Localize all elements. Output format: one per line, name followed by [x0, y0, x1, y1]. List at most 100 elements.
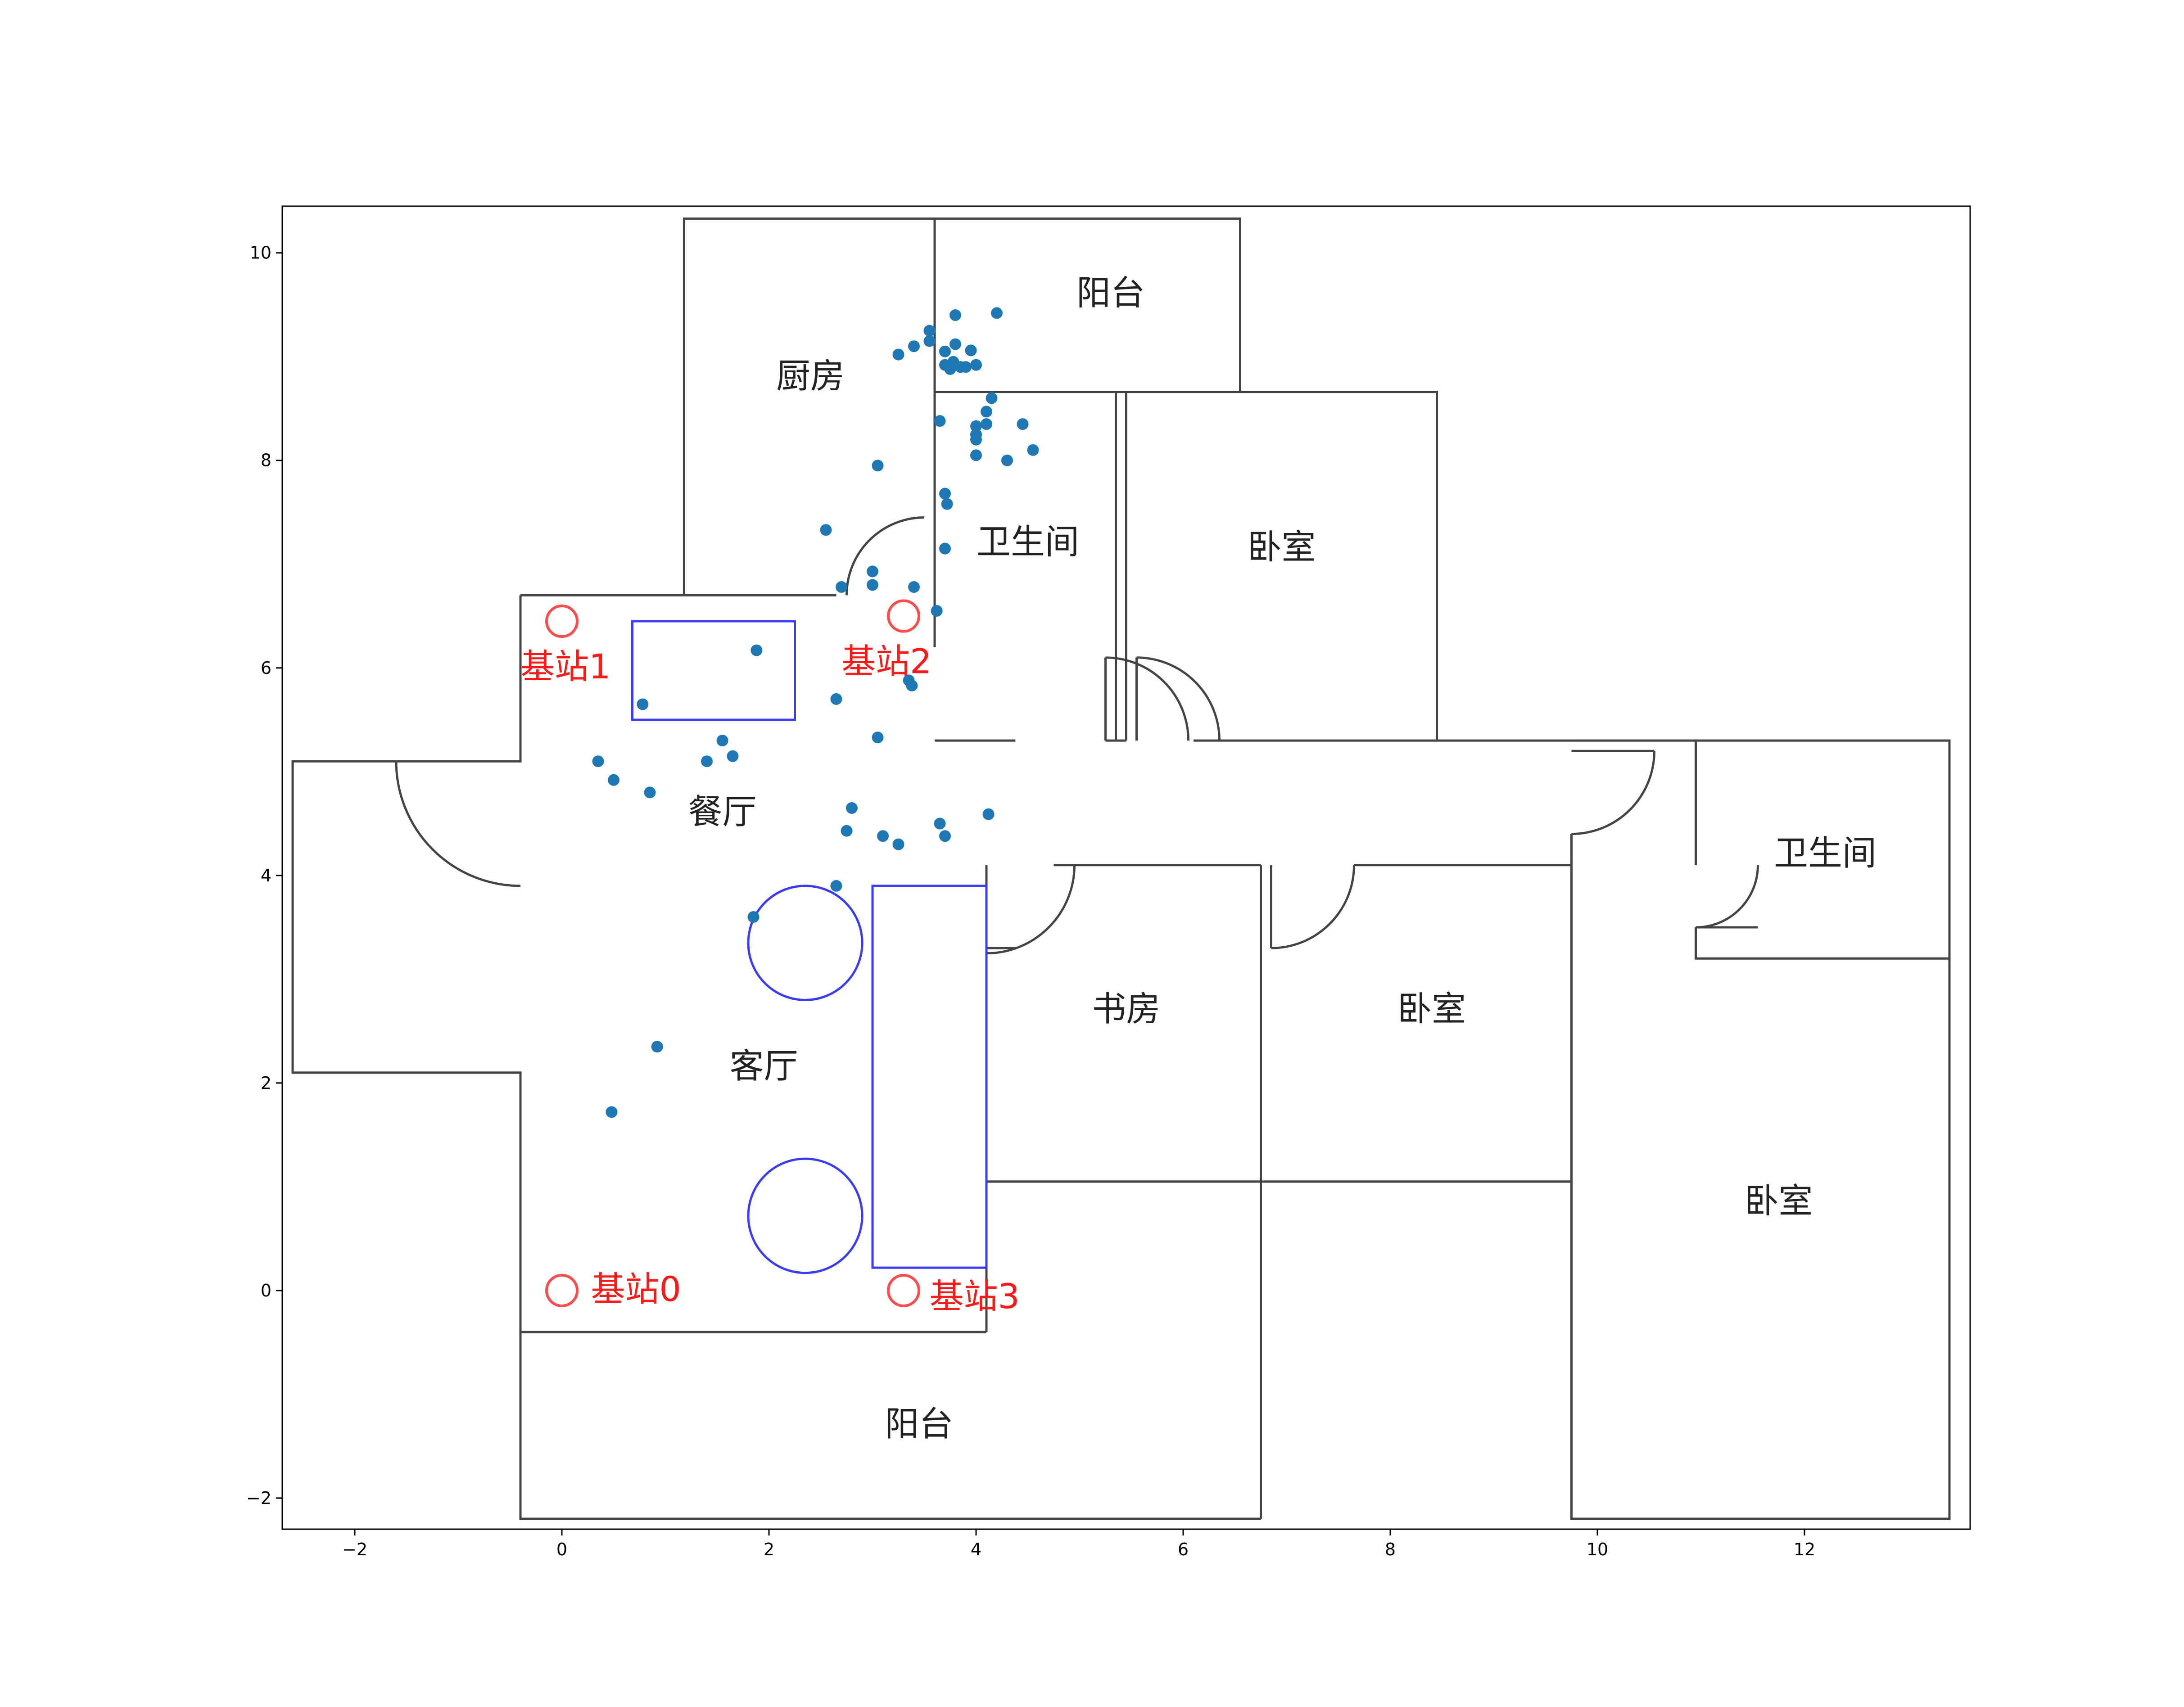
room-label: 餐厅 — [688, 792, 757, 832]
x-axis: −2 0 2 4 6 8 10 12 — [342, 1529, 1815, 1559]
data-point — [716, 735, 728, 747]
y-tick-label: 2 — [261, 1073, 271, 1093]
base-station-marker — [545, 1273, 579, 1307]
wall-segment — [1695, 927, 1949, 960]
data-point — [970, 420, 982, 432]
data-point — [950, 338, 961, 350]
data-point — [608, 774, 619, 786]
y-axis: −2 0 2 4 6 8 10 — [246, 243, 282, 1508]
floor-plan-walls — [291, 217, 1951, 1520]
furniture-outlines — [631, 620, 988, 1274]
data-point — [981, 406, 992, 418]
y-tick-label: 4 — [261, 866, 271, 885]
room-label: 阳台 — [885, 1404, 954, 1444]
data-point — [892, 838, 904, 850]
room-label: 客厅 — [730, 1046, 798, 1086]
data-point — [939, 542, 951, 555]
data-point — [1001, 454, 1013, 466]
door-swing — [1136, 656, 1221, 741]
data-point — [941, 498, 953, 510]
door-swing — [1696, 865, 1759, 929]
data-point — [970, 434, 982, 446]
door-swing — [846, 516, 925, 596]
data-point — [931, 605, 943, 617]
data-point — [965, 344, 977, 357]
wall-segment — [935, 391, 1438, 741]
wall-segment — [935, 217, 1241, 392]
y-tick-label: 0 — [261, 1281, 271, 1301]
data-point — [877, 830, 889, 842]
room-label: 卧室 — [1397, 989, 1466, 1029]
data-point — [701, 755, 713, 768]
door-swing — [986, 865, 1076, 955]
data-point — [934, 817, 946, 830]
room-label: 卫生间 — [977, 522, 1079, 562]
x-tick-label: 10 — [1587, 1540, 1608, 1559]
data-point — [970, 359, 982, 371]
base-station-marker — [545, 605, 579, 638]
x-tick-label: 0 — [556, 1540, 567, 1559]
base-station-label: 基站0 — [591, 1269, 681, 1309]
data-point — [841, 825, 853, 837]
door-swing — [395, 761, 521, 887]
room-label: 卧室 — [1745, 1181, 1813, 1221]
door-swing — [1105, 656, 1189, 741]
data-point — [836, 581, 847, 593]
round-table — [747, 885, 864, 1001]
data-point — [934, 415, 946, 427]
base-station-label: 基站2 — [841, 641, 931, 681]
data-point — [592, 755, 604, 768]
data-point — [970, 449, 982, 461]
x-tick-label: 4 — [971, 1540, 981, 1559]
y-tick-label: 10 — [250, 243, 271, 263]
wall-segment — [683, 217, 935, 596]
data-point — [830, 693, 842, 705]
room-label: 卫生间 — [1774, 833, 1877, 873]
room-label: 阳台 — [1076, 273, 1145, 313]
base-station-label: 基站3 — [930, 1276, 1020, 1316]
data-point — [892, 348, 904, 361]
sofa — [871, 885, 988, 1269]
data-point — [606, 1106, 618, 1118]
data-point — [939, 830, 951, 842]
axes-frame — [281, 205, 1971, 1530]
base-station-marker — [887, 599, 920, 633]
x-tick-label: 2 — [764, 1540, 774, 1559]
data-point — [982, 808, 995, 820]
x-tick-label: 6 — [1178, 1540, 1189, 1559]
data-point — [1027, 444, 1039, 456]
x-tick-label: −2 — [342, 1540, 367, 1559]
data-point — [944, 363, 956, 375]
y-tick-label: −2 — [246, 1488, 271, 1508]
x-tick-label: 8 — [1385, 1540, 1396, 1559]
round-table — [747, 1157, 864, 1274]
data-point — [651, 1041, 663, 1053]
data-point — [846, 802, 858, 814]
data-point — [867, 565, 878, 578]
data-point — [1017, 418, 1029, 430]
data-point — [908, 581, 920, 593]
data-point — [867, 579, 878, 591]
data-point — [939, 488, 951, 500]
dining-table — [631, 620, 796, 721]
data-point — [820, 524, 832, 536]
x-tick-label: 12 — [1794, 1540, 1815, 1559]
data-point — [906, 679, 918, 691]
data-point — [830, 880, 842, 892]
scatter-points — [592, 307, 1039, 1118]
door-swing — [1271, 865, 1355, 949]
data-point — [923, 325, 936, 337]
y-tick-label: 6 — [261, 658, 271, 678]
data-point — [950, 309, 961, 321]
data-point — [923, 335, 936, 347]
room-label: 卧室 — [1248, 527, 1316, 567]
door-swing — [1571, 751, 1655, 835]
data-point — [939, 345, 951, 357]
data-point — [644, 786, 656, 799]
base-station-label: 基站1 — [520, 646, 610, 686]
data-point — [637, 698, 649, 710]
wall-segment — [519, 1332, 1261, 1520]
data-point — [960, 361, 972, 373]
